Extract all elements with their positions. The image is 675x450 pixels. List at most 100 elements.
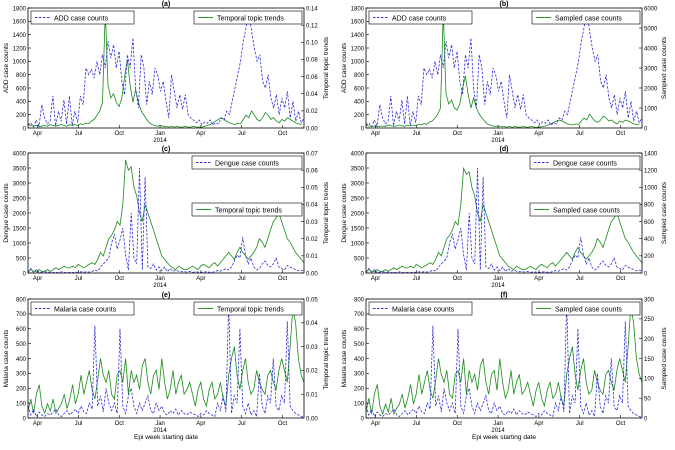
y-right-tick-label: 0.06 [306, 75, 318, 81]
legend-label: Malaria case counts [392, 306, 455, 313]
y-left-tick-label: 200 [354, 113, 365, 119]
y-left-tick-label: 200 [16, 113, 27, 119]
plot-frame [365, 7, 643, 129]
legend-right-series: Temporal topic trends [193, 10, 303, 25]
y-left-tick-label: 200 [16, 387, 27, 393]
x-tick-label: Jan [155, 276, 165, 282]
y-right-tick-label: 0 [644, 271, 648, 277]
y-left-axis-title: ADD case counts [3, 42, 10, 93]
y-right-tick-label: 1000 [644, 186, 658, 192]
legend-box [368, 301, 473, 316]
y-left-tick-label: 800 [16, 297, 27, 303]
y-left-tick-label: 0 [361, 271, 365, 277]
y-left-tick-label: 200 [354, 387, 365, 393]
y-right-tick-label: 0.03 [306, 345, 318, 351]
legend-right-series: Sampled case counts [531, 10, 641, 25]
y-left-tick-label: 3500 [351, 166, 365, 172]
y-right-tick-label: 0 [644, 416, 648, 422]
legend-box [531, 301, 641, 316]
y-left-tick-label: 3000 [13, 181, 27, 187]
y-right-axis-title: Temporal topic trends [323, 36, 330, 99]
legend-label: Temporal topic trends [215, 207, 282, 214]
y-right-tick-label: 0.00 [306, 271, 318, 277]
y-right-tick-label: 0.01 [306, 254, 318, 260]
legend-left-series: Dengue case counts [191, 155, 303, 170]
series-line-right [27, 159, 305, 272]
y-right-tick-label: 200 [644, 254, 655, 260]
x-tick-label: Apr [33, 276, 42, 282]
x-tick-label: Jan [493, 421, 503, 427]
y-left-tick-label: 500 [16, 256, 27, 262]
y-right-tick-label: 0.14 [306, 6, 318, 12]
legend-right-series: Sampled case counts [531, 301, 641, 316]
x-tick-label: Oct [278, 421, 288, 427]
panel-a: (a) 0 200 400 600 800 1000 1200 1400 1600 1800 0.00… [3, 1, 330, 144]
y-left-tick-label: 500 [354, 342, 365, 348]
y-left-tick-label: 500 [16, 342, 27, 348]
y-left-tick-label: 800 [16, 73, 27, 79]
y-right-tick-label: 6000 [644, 6, 658, 12]
plot-frame [27, 7, 305, 129]
legend-left-series: Malaria case counts [368, 301, 473, 316]
y-left-tick-label: 0 [23, 126, 27, 132]
y-right-tick-label: 300 [644, 297, 655, 303]
y-right-axis-title: Temporal topic trends [323, 327, 330, 390]
y-right-tick-label: 4000 [644, 46, 658, 52]
y-right-axis-title: Sampled case counts [661, 327, 668, 390]
y-left-tick-label: 700 [16, 312, 27, 318]
x-tick-label: Oct [115, 131, 125, 137]
y-right-tick-label: 0.02 [306, 109, 318, 115]
y-left-tick-label: 3000 [351, 181, 365, 187]
x-tick-label: Apr [33, 131, 42, 137]
y-left-tick-label: 1000 [13, 241, 27, 247]
x-tick-label: Apr [534, 131, 543, 137]
legend-box [531, 10, 641, 25]
series-line-right [27, 10, 302, 128]
legend-box [30, 301, 135, 316]
series-line-right [27, 308, 305, 415]
x-tick-label: Oct [616, 421, 626, 427]
y-right-tick-label: 100 [644, 377, 655, 383]
y-right-tick-label: 800 [644, 203, 655, 209]
series-line-left [27, 167, 305, 274]
x-tick-label: Oct [115, 421, 125, 427]
x-tick-label: Jul [238, 276, 246, 282]
x-tick-label: Oct [616, 131, 626, 137]
y-left-tick-label: 1500 [13, 226, 27, 232]
legend-label: Sampled case counts [555, 306, 622, 313]
legend-label: Temporal topic trends [217, 306, 284, 313]
legend-label: Dengue case counts [553, 160, 617, 167]
x-year-label: 2014 [153, 138, 167, 144]
y-right-tick-label: 0.00 [306, 416, 318, 422]
x-tick-label: Oct [453, 131, 463, 137]
y-left-tick-label: 400 [354, 357, 365, 363]
series-line-right [365, 306, 643, 416]
legend-right-series: Temporal topic trends [193, 301, 303, 316]
y-left-tick-label: 100 [354, 401, 365, 407]
y-left-tick-label: 2000 [351, 211, 365, 217]
y-right-tick-label: 50 [644, 396, 651, 402]
y-right-tick-label: 0.03 [306, 220, 318, 226]
x-year-label: 2014 [491, 138, 505, 144]
series-line-right [365, 166, 643, 272]
legend-box [529, 155, 641, 170]
legend-box [191, 155, 303, 170]
legend-label: Sampled case counts [553, 207, 620, 214]
x-tick-label: Jul [576, 276, 584, 282]
y-right-tick-label: 0 [644, 126, 648, 132]
y-right-tick-label: 1200 [644, 168, 658, 174]
legend-label: Malaria case counts [54, 306, 117, 313]
legend-left-series: Dengue case counts [529, 155, 641, 170]
x-tick-label: Jan [155, 131, 165, 137]
legend-right-series: Sampled case counts [529, 202, 641, 217]
x-tick-label: Jul [576, 421, 584, 427]
y-left-tick-label: 1000 [13, 60, 27, 66]
y-right-tick-label: 1000 [644, 106, 658, 112]
x-tick-label: Jul [576, 131, 584, 137]
y-right-tick-label: 0.10 [306, 41, 318, 47]
legend-label: Temporal topic trends [217, 15, 284, 22]
y-left-tick-label: 600 [354, 327, 365, 333]
y-right-tick-label: 150 [644, 357, 655, 363]
y-right-tick-label: 200 [644, 337, 655, 343]
y-right-tick-label: 5000 [644, 26, 658, 32]
